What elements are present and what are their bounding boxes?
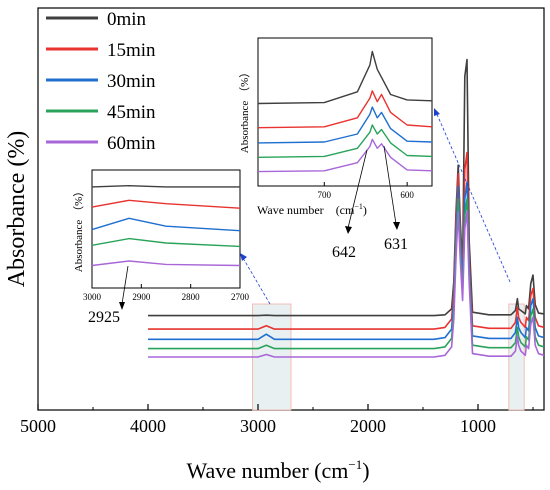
x-tick-label-3000: 3000	[240, 416, 276, 436]
main-chart: 5000 4000 3000 2000 1000 Absorbance (%) Wave…	[4, 7, 545, 483]
annotation-631-arrowhead	[393, 222, 400, 230]
inset-right-x-title-main: Wave number	[257, 203, 324, 217]
main-y-axis-title: Absorbance (%)	[4, 131, 30, 288]
inset-left-line-0min	[91, 184, 240, 188]
inset-right-line-0min	[257, 50, 433, 105]
main-x-axis-title-main: Wave number (cm	[186, 458, 348, 483]
annotation-631-pointer	[383, 145, 397, 225]
main-x-ticks: 5000 4000 3000 2000 1000	[20, 404, 534, 436]
inset-right-line-15min	[257, 90, 433, 129]
inset-right-line-30min	[257, 106, 433, 144]
inset-left-y-axis-title: Absorbance （%）	[72, 186, 85, 272]
inset-right-x-title-tail: (cm	[336, 203, 355, 217]
inset-right-series-group	[257, 50, 433, 173]
inset-left-tick-label-2700: 2700	[231, 292, 250, 302]
inset-right-x-title-close: )	[363, 203, 367, 217]
main-x-axis-title-sup: −1	[348, 457, 362, 472]
inset-left-line-60min	[91, 260, 241, 267]
legend-label-60min: 60min	[107, 133, 156, 154]
inset-right-tick-label-600: 600	[400, 190, 414, 200]
inset-left-x-ticks: 3000 2900 2800 2700	[83, 284, 250, 302]
inset-right-x-title-sup: −1	[354, 202, 363, 211]
inset-right-frame	[257, 37, 433, 187]
connector-left-arrowhead	[240, 253, 247, 261]
inset-left-tick-label-2800: 2800	[182, 292, 201, 302]
inset-right-x-axis-title: Wave number (cm−1)	[257, 202, 367, 217]
legend-label-30min: 30min	[107, 71, 156, 92]
inset-right-x-ticks: 700 600	[318, 182, 414, 200]
peak-annotations: 2925 642 631	[88, 145, 408, 326]
connector-right-arrow	[435, 111, 511, 283]
connector-right-arrowhead	[434, 108, 440, 116]
legend-label-15min: 15min	[107, 40, 156, 61]
series-line-60min	[148, 210, 545, 358]
inset-right-tick-label-700: 700	[318, 190, 332, 200]
x-tick-label-4000: 4000	[130, 416, 166, 436]
annotation-2925-label: 2925	[88, 309, 120, 326]
inset-left-tick-label-3000: 3000	[83, 292, 102, 302]
inset-left-chart: 3000 2900 2800 2700 Absorbance （%）	[72, 169, 250, 302]
legend: 0min 15min 30min 45min 60min	[46, 9, 156, 154]
annotation-642-arrowhead	[345, 226, 352, 234]
x-tick-label-5000: 5000	[20, 416, 56, 436]
inset-right-chart: 700 600 Absorbance （%） Wave number (cm−1)	[238, 37, 433, 217]
annotation-2925-arrowhead	[119, 302, 125, 310]
inset-left-line-15min	[91, 199, 241, 209]
legend-label-0min: 0min	[107, 9, 147, 30]
annotation-2925-pointer	[121, 265, 129, 305]
annotation-642-pointer	[347, 149, 368, 229]
inset-left-line-45min	[91, 237, 241, 248]
inset-left-series-group	[91, 184, 241, 267]
main-x-axis-title-tail: )	[362, 458, 369, 483]
annotation-631-label: 631	[384, 236, 408, 253]
inset-right-line-45min	[257, 124, 433, 158]
main-x-axis-title: Wave number (cm−1)	[186, 457, 369, 483]
inset-left-tick-label-2900: 2900	[132, 292, 151, 302]
connector-arrows	[240, 108, 511, 305]
inset-left-line-30min	[91, 217, 241, 232]
x-tick-label-2000: 2000	[350, 416, 386, 436]
connector-left-arrow	[242, 257, 271, 305]
x-tick-label-1000: 1000	[460, 416, 496, 436]
inset-right-line-60min	[257, 138, 433, 173]
main-series-group	[148, 58, 545, 358]
legend-label-45min: 45min	[107, 102, 156, 123]
inset-right-y-axis-title: Absorbance （%）	[238, 67, 251, 153]
annotation-642-label: 642	[332, 244, 356, 261]
